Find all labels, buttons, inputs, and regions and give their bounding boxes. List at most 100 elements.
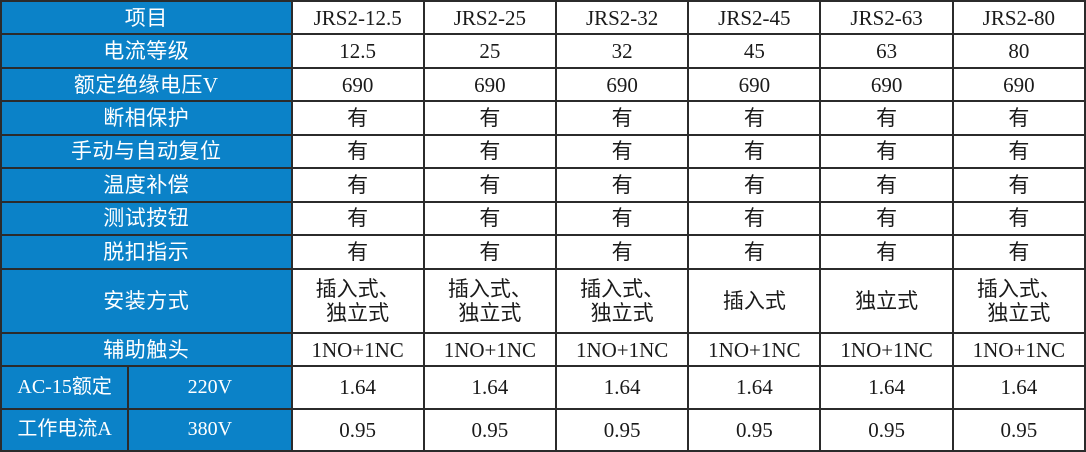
cell: 有 [687,200,822,237]
cell: 有 [422,100,558,136]
cell: 32 [554,33,690,69]
cell: 690 [554,66,690,103]
cell: 0.95 [951,407,1086,452]
cell: 690 [290,66,425,103]
cell: 690 [819,66,954,103]
cell: 有 [951,100,1086,136]
cell-line: 独立式 [987,300,1051,325]
cell: 690 [422,66,558,103]
cell: 有 [422,133,558,170]
cell: 63 [819,33,954,69]
cell: 1NO+1NC [290,331,425,368]
row-label-ac15-rated-line1: AC-15额定 [0,365,130,410]
cell: 插入式、 独立式 [290,267,425,334]
row-label-auxiliary-contact: 辅助触头 [0,331,293,368]
cell: 有 [554,133,690,170]
cell-line: 独立式 [590,300,654,325]
row-label-test-button: 测试按钮 [0,200,293,237]
cell: 1.64 [951,365,1086,410]
cell: 有 [819,167,954,203]
table-row: 测试按钮 有 有 有 有 有 有 [0,200,1086,237]
cell: 45 [687,33,822,69]
cell: 1.64 [554,365,690,410]
cell: 1.64 [290,365,425,410]
cell: 有 [951,167,1086,203]
table-row: 手动与自动复位 有 有 有 有 有 有 [0,133,1086,170]
cell: 有 [554,234,690,270]
cell: 有 [819,200,954,237]
cell: 12.5 [290,33,425,69]
cell: 80 [951,33,1086,69]
row-label-trip-indication: 脱扣指示 [0,234,293,270]
cell: 有 [422,200,558,237]
cell: 有 [687,234,822,270]
cell: 690 [951,66,1086,103]
cell: 插入式、 独立式 [422,267,558,334]
table-header-row: 项目 JRS2-12.5 JRS2-25 JRS2-32 JRS2-45 JRS… [0,0,1086,36]
cell: 有 [290,167,425,203]
cell: 有 [819,100,954,136]
column-header-2: JRS2-25 [422,0,558,36]
cell-line: 插入式、 [315,276,400,301]
sub-row-label-220v: 220V [127,365,293,410]
cell: 有 [819,133,954,170]
row-header-item: 项目 [0,0,293,36]
table-row: 安装方式 插入式、 独立式 插入式、 独立式 插入式、 独立式 [0,267,1086,334]
column-header-6: JRS2-80 [951,0,1086,36]
cell-multiline: 插入式、 独立式 [293,277,423,325]
table-row: AC-15额定 220V 1.64 1.64 1.64 1.64 1.64 1.… [0,365,1086,410]
row-label-manual-auto-reset: 手动与自动复位 [0,133,293,170]
cell-line: 插入式、 [580,276,665,301]
cell: 有 [422,234,558,270]
table-row: 脱扣指示 有 有 有 有 有 有 [0,234,1086,270]
cell: 插入式 [687,267,822,334]
cell: 1.64 [422,365,558,410]
table-row: 辅助触头 1NO+1NC 1NO+1NC 1NO+1NC 1NO+1NC 1NO… [0,331,1086,368]
cell: 有 [290,200,425,237]
cell: 1NO+1NC [422,331,558,368]
cell: 插入式、 独立式 [951,267,1086,334]
cell-line: 独立式 [326,300,390,325]
column-header-1: JRS2-12.5 [290,0,425,36]
cell: 有 [951,234,1086,270]
cell: 0.95 [290,407,425,452]
cell: 有 [422,167,558,203]
cell: 有 [554,100,690,136]
row-label-phase-failure-protection: 断相保护 [0,100,293,136]
cell-multiline: 插入式、 独立式 [557,277,687,325]
cell-multiline: 插入式、 独立式 [425,277,555,325]
cell: 插入式、 独立式 [554,267,690,334]
cell: 0.95 [422,407,558,452]
row-label-ac15-rated-line2: 工作电流A [0,407,130,452]
cell-line: 插入式、 [447,276,532,301]
cell: 690 [687,66,822,103]
cell: 0.95 [819,407,954,452]
cell-line: 独立式 [855,288,919,313]
table-row: 电流等级 12.5 25 32 45 63 80 [0,33,1086,69]
sub-row-label-380v: 380V [127,407,293,452]
cell-multiline: 插入式 [689,289,819,313]
cell: 有 [951,200,1086,237]
cell: 有 [554,200,690,237]
cell: 1.64 [819,365,954,410]
table-row: 断相保护 有 有 有 有 有 有 [0,100,1086,136]
cell-line: 插入式 [722,288,786,313]
cell: 有 [687,167,822,203]
row-label-insulation-voltage: 额定绝缘电压V [0,66,293,103]
cell: 1NO+1NC [554,331,690,368]
row-label-mounting-type: 安装方式 [0,267,293,334]
row-label-current-rating: 电流等级 [0,33,293,69]
cell-line: 插入式、 [976,276,1061,301]
column-header-3: JRS2-32 [554,0,690,36]
cell: 0.95 [687,407,822,452]
cell-multiline: 独立式 [821,289,951,313]
cell: 有 [290,234,425,270]
cell: 有 [687,100,822,136]
table-row: 温度补偿 有 有 有 有 有 有 [0,167,1086,203]
cell: 有 [290,100,425,136]
cell: 有 [554,167,690,203]
table-row: 额定绝缘电压V 690 690 690 690 690 690 [0,66,1086,103]
cell: 0.95 [554,407,690,452]
